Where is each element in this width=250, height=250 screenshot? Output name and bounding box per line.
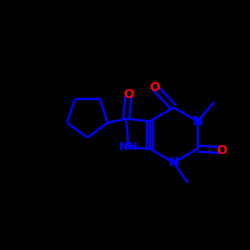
Text: N: N [168, 156, 179, 169]
Text: O: O [150, 81, 160, 94]
Text: NH: NH [120, 142, 138, 152]
Text: O: O [216, 144, 227, 156]
Text: O: O [123, 88, 134, 102]
Text: N: N [192, 115, 203, 128]
